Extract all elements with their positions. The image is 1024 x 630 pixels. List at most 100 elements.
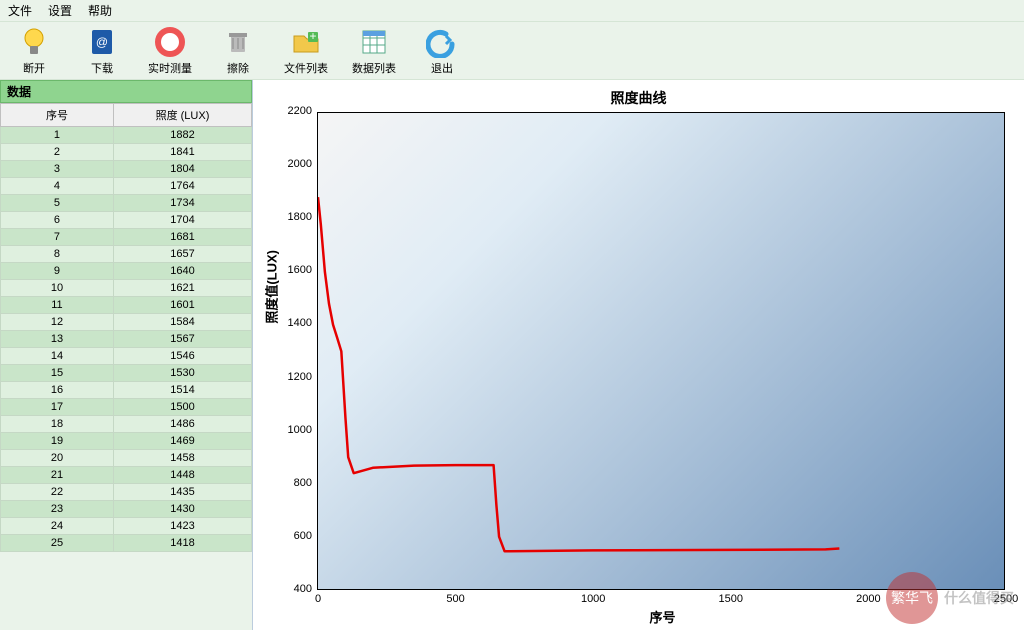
table-row[interactable]: 81657 [1, 246, 252, 263]
table-row[interactable]: 171500 [1, 399, 252, 416]
chart-ylabel: 照度值(LUX) [262, 250, 281, 324]
chart-title: 照度曲线 [257, 84, 1020, 112]
table-cell: 14 [1, 348, 114, 365]
table-cell: 11 [1, 297, 114, 314]
xtick: 500 [446, 589, 464, 605]
data-table: 序号照度 (LUX) 11882218413180441764517346170… [0, 103, 252, 552]
trash-icon [222, 26, 254, 58]
table-cell: 1448 [113, 467, 251, 484]
table-cell: 12 [1, 314, 114, 331]
table-row[interactable]: 121584 [1, 314, 252, 331]
table-row[interactable]: 91640 [1, 263, 252, 280]
table-row[interactable]: 61704 [1, 212, 252, 229]
toolbar-btn-grid[interactable]: 数据列表 [350, 26, 398, 76]
table-cell: 15 [1, 365, 114, 382]
toolbar-label: 退出 [431, 60, 453, 76]
watermark: 繁华飞 什么值得买 [886, 572, 1014, 624]
xtick: 1500 [719, 589, 743, 605]
table-cell: 1657 [113, 246, 251, 263]
col-header-1[interactable]: 照度 (LUX) [113, 104, 251, 127]
table-row[interactable]: 151530 [1, 365, 252, 382]
toolbar: 断开 @下载实时测量 擦除 +文件列表数据列表 退出 [0, 22, 1024, 80]
table-row[interactable]: 21841 [1, 144, 252, 161]
table-cell: 1418 [113, 535, 251, 552]
table-cell: 1500 [113, 399, 251, 416]
col-header-0[interactable]: 序号 [1, 104, 114, 127]
menu-item-0[interactable]: 文件 [8, 2, 32, 19]
menu-item-2[interactable]: 帮助 [88, 2, 112, 19]
data-panel-title: 数据 [0, 80, 252, 103]
exit-icon [426, 26, 458, 58]
toolbar-btn-download[interactable]: @下载 [78, 26, 126, 76]
table-row[interactable]: 101621 [1, 280, 252, 297]
table-cell: 2 [1, 144, 114, 161]
ytick: 1400 [288, 317, 318, 329]
folder-icon: + [290, 26, 322, 58]
table-row[interactable]: 231430 [1, 501, 252, 518]
table-cell: 1764 [113, 178, 251, 195]
table-cell: 1882 [113, 127, 251, 144]
table-cell: 1 [1, 127, 114, 144]
ytick: 1200 [288, 371, 318, 383]
toolbar-btn-bulb[interactable]: 断开 [10, 26, 58, 76]
table-cell: 25 [1, 535, 114, 552]
grid-icon [358, 26, 390, 58]
table-cell: 1681 [113, 229, 251, 246]
table-cell: 16 [1, 382, 114, 399]
toolbar-btn-trash[interactable]: 擦除 [214, 26, 262, 76]
table-row[interactable]: 201458 [1, 450, 252, 467]
table-cell: 1841 [113, 144, 251, 161]
bulb-icon [18, 26, 50, 58]
toolbar-btn-lifesaver[interactable]: 实时测量 [146, 26, 194, 76]
table-cell: 8 [1, 246, 114, 263]
table-row[interactable]: 141546 [1, 348, 252, 365]
table-cell: 6 [1, 212, 114, 229]
table-cell: 1423 [113, 518, 251, 535]
table-cell: 20 [1, 450, 114, 467]
ytick: 2000 [288, 158, 318, 170]
table-cell: 7 [1, 229, 114, 246]
table-cell: 1430 [113, 501, 251, 518]
table-row[interactable]: 41764 [1, 178, 252, 195]
table-cell: 1567 [113, 331, 251, 348]
table-row[interactable]: 191469 [1, 433, 252, 450]
table-cell: 1546 [113, 348, 251, 365]
table-row[interactable]: 11882 [1, 127, 252, 144]
toolbar-label: 数据列表 [352, 60, 396, 76]
toolbar-label: 断开 [23, 60, 45, 76]
table-row[interactable]: 211448 [1, 467, 252, 484]
table-cell: 1640 [113, 263, 251, 280]
table-cell: 5 [1, 195, 114, 212]
table-cell: 1469 [113, 433, 251, 450]
table-cell: 23 [1, 501, 114, 518]
table-row[interactable]: 51734 [1, 195, 252, 212]
watermark-text: 什么值得买 [944, 588, 1014, 608]
table-row[interactable]: 251418 [1, 535, 252, 552]
download-icon: @ [86, 26, 118, 58]
table-row[interactable]: 31804 [1, 161, 252, 178]
table-cell: 1734 [113, 195, 251, 212]
table-row[interactable]: 161514 [1, 382, 252, 399]
menu-item-1[interactable]: 设置 [48, 2, 72, 19]
table-cell: 1584 [113, 314, 251, 331]
table-cell: 18 [1, 416, 114, 433]
toolbar-btn-folder[interactable]: +文件列表 [282, 26, 330, 76]
table-row[interactable]: 241423 [1, 518, 252, 535]
table-cell: 13 [1, 331, 114, 348]
ytick: 1600 [288, 264, 318, 276]
table-row[interactable]: 111601 [1, 297, 252, 314]
table-row[interactable]: 71681 [1, 229, 252, 246]
ytick: 1000 [288, 424, 318, 436]
data-table-scroll[interactable]: 序号照度 (LUX) 11882218413180441764517346170… [0, 103, 252, 630]
chart-xlabel: 序号 [649, 607, 675, 626]
table-row[interactable]: 131567 [1, 331, 252, 348]
table-row[interactable]: 181486 [1, 416, 252, 433]
chart-area: 4006008001000120014001600180020002200050… [317, 112, 1008, 590]
toolbar-label: 实时测量 [148, 60, 192, 76]
chart-plot: 4006008001000120014001600180020002200050… [317, 112, 1005, 590]
table-cell: 1514 [113, 382, 251, 399]
table-row[interactable]: 221435 [1, 484, 252, 501]
ytick: 2200 [288, 105, 318, 117]
toolbar-btn-exit[interactable]: 退出 [418, 26, 466, 76]
table-cell: 1804 [113, 161, 251, 178]
